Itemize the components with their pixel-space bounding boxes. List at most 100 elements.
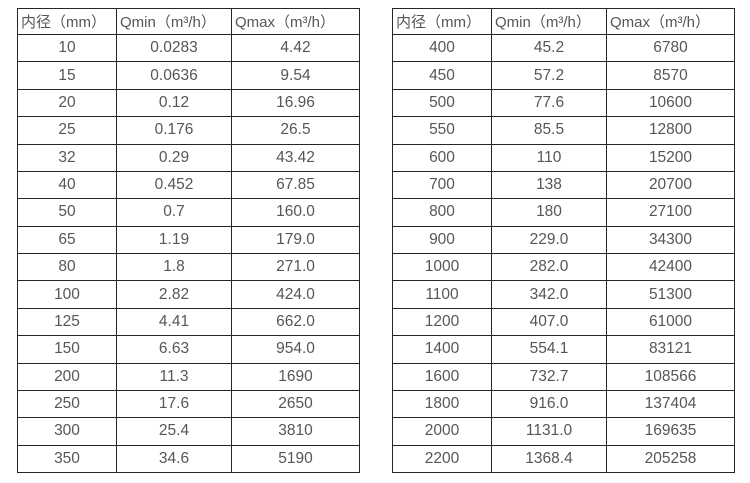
cell-diameter: 1600 bbox=[392, 362, 492, 391]
cell-diameter: 1100 bbox=[392, 280, 492, 309]
cell-qmax: 15200 bbox=[606, 143, 735, 172]
cell-qmin: 57.2 bbox=[491, 61, 607, 90]
cell-qmin: 85.5 bbox=[491, 116, 607, 145]
cell-qmin: 0.0636 bbox=[116, 61, 232, 90]
cell-qmax: 8570 bbox=[606, 61, 735, 90]
table-row: 1100 342.0 51300 bbox=[392, 280, 735, 309]
cell-qmin: 732.7 bbox=[491, 362, 607, 391]
table-row: 300 25.4 3810 bbox=[17, 417, 360, 446]
cell-qmax: 169635 bbox=[606, 417, 735, 446]
cell-qmax: 4.42 bbox=[231, 33, 360, 63]
cell-qmax: 179.0 bbox=[231, 225, 360, 255]
cell-diameter: 350 bbox=[17, 444, 117, 474]
cell-qmax: 6780 bbox=[606, 33, 735, 63]
cell-qmin: 110 bbox=[491, 143, 607, 172]
table-row: 350 34.6 5190 bbox=[17, 444, 360, 474]
table-row: 200 11.3 1690 bbox=[17, 362, 360, 391]
table-row: 100 2.82 424.0 bbox=[17, 280, 360, 309]
table-row: 450 57.2 8570 bbox=[392, 61, 735, 90]
cell-qmin: 342.0 bbox=[491, 280, 607, 309]
cell-qmin: 17.6 bbox=[116, 389, 232, 419]
cell-diameter: 32 bbox=[17, 143, 117, 172]
cell-diameter: 1400 bbox=[392, 335, 492, 364]
column-header-diameter: 内径（mm） bbox=[17, 8, 117, 35]
cell-qmax: 61000 bbox=[606, 307, 735, 337]
cell-qmax: 1690 bbox=[231, 362, 360, 391]
table-row: 400 45.2 6780 bbox=[392, 33, 735, 63]
cell-qmax: 205258 bbox=[606, 444, 735, 474]
cell-qmin: 1368.4 bbox=[491, 444, 607, 474]
cell-diameter: 450 bbox=[392, 61, 492, 90]
cell-diameter: 800 bbox=[392, 198, 492, 227]
cell-qmax: 3810 bbox=[231, 417, 360, 446]
cell-qmin: 282.0 bbox=[491, 252, 607, 282]
cell-diameter: 20 bbox=[17, 88, 117, 118]
cell-diameter: 1200 bbox=[392, 307, 492, 337]
table-row: 1200 407.0 61000 bbox=[392, 307, 735, 337]
column-header-qmax: Qmax（m³/h） bbox=[606, 8, 735, 35]
cell-qmin: 0.7 bbox=[116, 198, 232, 227]
cell-diameter: 50 bbox=[17, 198, 117, 227]
cell-qmin: 1.8 bbox=[116, 252, 232, 282]
cell-qmax: 12800 bbox=[606, 116, 735, 145]
cell-diameter: 500 bbox=[392, 88, 492, 118]
cell-qmin: 554.1 bbox=[491, 335, 607, 364]
cell-diameter: 550 bbox=[392, 116, 492, 145]
table-row: 125 4.41 662.0 bbox=[17, 307, 360, 337]
cell-diameter: 125 bbox=[17, 307, 117, 337]
cell-qmin: 0.12 bbox=[116, 88, 232, 118]
cell-qmax: 83121 bbox=[606, 335, 735, 364]
cell-qmax: 26.5 bbox=[231, 116, 360, 145]
cell-diameter: 400 bbox=[392, 33, 492, 63]
cell-qmax: 9.54 bbox=[231, 61, 360, 90]
table-row: 10 0.0283 4.42 bbox=[17, 33, 360, 63]
cell-diameter: 150 bbox=[17, 335, 117, 364]
table-row: 1600 732.7 108566 bbox=[392, 362, 735, 391]
table-row: 150 6.63 954.0 bbox=[17, 335, 360, 364]
table-header: 内径（mm） Qmin（m³/h） Qmax（m³/h） bbox=[392, 8, 735, 35]
cell-qmin: 4.41 bbox=[116, 307, 232, 337]
cell-qmin: 6.63 bbox=[116, 335, 232, 364]
cell-qmax: 34300 bbox=[606, 225, 735, 255]
table-row: 15 0.0636 9.54 bbox=[17, 61, 360, 90]
cell-diameter: 65 bbox=[17, 225, 117, 255]
cell-qmin: 407.0 bbox=[491, 307, 607, 337]
header-row: 内径（mm） Qmin（m³/h） Qmax（m³/h） bbox=[392, 8, 735, 35]
column-header-qmin: Qmin（m³/h） bbox=[491, 8, 607, 35]
cell-diameter: 2200 bbox=[392, 444, 492, 474]
cell-qmin: 34.6 bbox=[116, 444, 232, 474]
header-row: 内径（mm） Qmin（m³/h） Qmax（m³/h） bbox=[17, 8, 360, 35]
cell-qmin: 45.2 bbox=[491, 33, 607, 63]
cell-qmax: 424.0 bbox=[231, 280, 360, 309]
cell-qmax: 108566 bbox=[606, 362, 735, 391]
cell-qmin: 11.3 bbox=[116, 362, 232, 391]
table-row: 50 0.7 160.0 bbox=[17, 198, 360, 227]
table-row: 80 1.8 271.0 bbox=[17, 252, 360, 282]
flow-table-large-diameters: 内径（mm） Qmin（m³/h） Qmax（m³/h） 400 45.2 6780… bbox=[392, 8, 735, 474]
cell-diameter: 1800 bbox=[392, 389, 492, 419]
table-row: 2200 1368.4 205258 bbox=[392, 444, 735, 474]
table-row: 550 85.5 12800 bbox=[392, 116, 735, 145]
table-row: 40 0.452 67.85 bbox=[17, 170, 360, 200]
cell-qmin: 1.19 bbox=[116, 225, 232, 255]
cell-diameter: 2000 bbox=[392, 417, 492, 446]
cell-qmin: 2.82 bbox=[116, 280, 232, 309]
cell-diameter: 600 bbox=[392, 143, 492, 172]
cell-qmax: 2650 bbox=[231, 389, 360, 419]
table-header: 内径（mm） Qmin（m³/h） Qmax（m³/h） bbox=[17, 8, 360, 35]
cell-qmax: 5190 bbox=[231, 444, 360, 474]
cell-qmax: 160.0 bbox=[231, 198, 360, 227]
cell-qmax: 954.0 bbox=[231, 335, 360, 364]
cell-qmin: 0.452 bbox=[116, 170, 232, 200]
table-row: 32 0.29 43.42 bbox=[17, 143, 360, 172]
cell-diameter: 900 bbox=[392, 225, 492, 255]
table-row: 500 77.6 10600 bbox=[392, 88, 735, 118]
cell-qmin: 138 bbox=[491, 170, 607, 200]
cell-qmax: 67.85 bbox=[231, 170, 360, 200]
table-row: 250 17.6 2650 bbox=[17, 389, 360, 419]
table-row: 1400 554.1 83121 bbox=[392, 335, 735, 364]
cell-diameter: 250 bbox=[17, 389, 117, 419]
cell-qmax: 27100 bbox=[606, 198, 735, 227]
cell-diameter: 15 bbox=[17, 61, 117, 90]
